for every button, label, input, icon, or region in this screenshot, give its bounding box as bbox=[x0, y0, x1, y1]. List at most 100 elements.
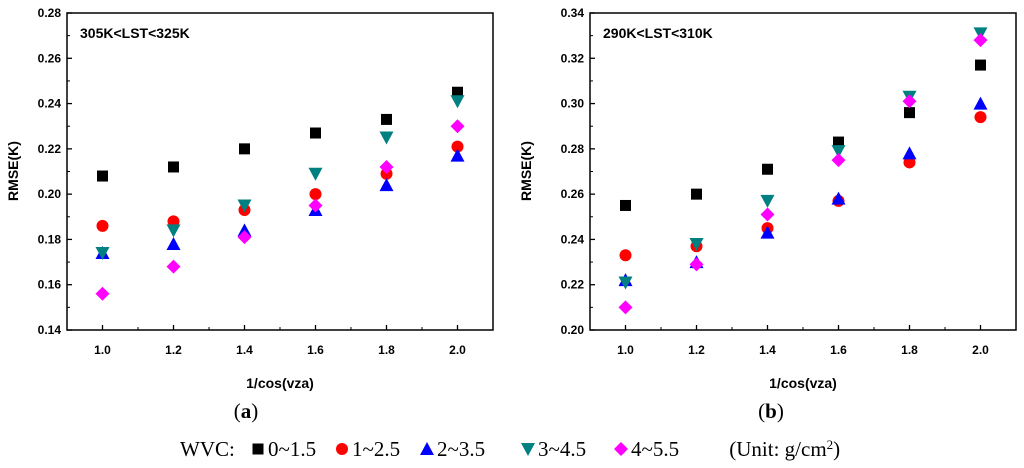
data-point-a bbox=[452, 86, 463, 98]
y-tick-label-a: 0.26 bbox=[38, 51, 62, 65]
legend-marker-circle bbox=[336, 443, 348, 455]
data-point-a bbox=[451, 140, 464, 153]
data-point-b bbox=[973, 96, 988, 110]
data-point-b bbox=[760, 207, 775, 222]
data-point-b bbox=[691, 188, 702, 200]
x-tick-label-b: 1.2 bbox=[688, 343, 705, 357]
x-tick-label-b: 2.0 bbox=[972, 343, 989, 357]
y-tick-label-a: 0.24 bbox=[38, 97, 62, 111]
data-point-a bbox=[309, 188, 322, 201]
y-tick-label-b: 0.32 bbox=[561, 51, 585, 65]
data-point-b bbox=[902, 94, 917, 109]
caption-b: (b) bbox=[758, 399, 784, 423]
data-point-b bbox=[831, 191, 846, 205]
data-point-b bbox=[618, 300, 633, 315]
x-axis-title-a: 1/cos(vza) bbox=[246, 375, 314, 391]
chart-panel-b: 290K<LST<310K 1/cos(vza) RMSE(K) (b) 0.2… bbox=[518, 6, 1017, 423]
data-point-a bbox=[95, 247, 110, 261]
caption-a: (a) bbox=[234, 399, 259, 423]
data-point-b bbox=[620, 199, 631, 211]
data-point-b bbox=[975, 59, 986, 71]
data-point-a bbox=[166, 224, 181, 238]
panel-title-a: 305K<LST<325K bbox=[80, 25, 190, 41]
data-point-b bbox=[903, 156, 916, 169]
data-point-b bbox=[760, 194, 775, 208]
x-tick-label-a: 1.2 bbox=[165, 343, 182, 357]
legend-marker-triangle-up bbox=[420, 442, 434, 455]
data-point-a bbox=[168, 161, 179, 173]
legend-marker-triangle-down bbox=[521, 443, 535, 456]
plot-frame-b bbox=[589, 12, 1017, 331]
legend-label: 0~1.5 bbox=[268, 437, 316, 461]
legend-label: 2~3.5 bbox=[437, 437, 485, 461]
y-tick-label-a: 0.20 bbox=[38, 187, 62, 201]
x-tick-label-b: 1.4 bbox=[759, 343, 776, 357]
y-tick-label-b: 0.20 bbox=[561, 323, 585, 337]
legend-marker-diamond bbox=[614, 442, 628, 456]
x-tick-label-b: 1.8 bbox=[901, 343, 918, 357]
data-point-a bbox=[379, 131, 394, 145]
legend: WVC: 0~1.5 1~2.5 2~3.5 3~4.5 4~5.5 (Unit: g/… bbox=[180, 437, 840, 462]
data-point-a bbox=[237, 223, 252, 237]
data-point-a bbox=[381, 113, 392, 125]
data-point-a bbox=[96, 219, 109, 232]
y-tick-label-a: 0.22 bbox=[38, 142, 62, 156]
data-point-b bbox=[760, 225, 775, 239]
panel-title-b: 290K<LST<310K bbox=[603, 25, 713, 41]
data-point-a bbox=[379, 178, 394, 192]
data-point-a bbox=[450, 95, 465, 109]
data-point-a bbox=[450, 148, 465, 162]
data-point-b bbox=[904, 107, 915, 119]
y-tick-label-b: 0.22 bbox=[561, 278, 585, 292]
legend-label: 3~4.5 bbox=[538, 437, 586, 461]
x-tick-label-a: 1.4 bbox=[236, 343, 253, 357]
legend-items: 0~1.5 1~2.5 2~3.5 3~4.5 4~5.5 bbox=[252, 437, 679, 461]
x-tick-label-a: 2.0 bbox=[449, 343, 466, 357]
data-point-b bbox=[619, 249, 632, 262]
y-axis-title-a: RMSE(K) bbox=[5, 141, 21, 201]
data-point-b bbox=[973, 33, 988, 48]
data-point-a bbox=[310, 127, 321, 139]
data-point-a bbox=[450, 119, 465, 134]
y-tick-label-b: 0.34 bbox=[561, 6, 585, 20]
legend-prefix: WVC: bbox=[180, 437, 240, 461]
y-tick-label-a: 0.28 bbox=[38, 6, 62, 20]
y-tick-label-b: 0.24 bbox=[561, 232, 585, 246]
legend-label: 4~5.5 bbox=[631, 437, 679, 461]
data-point-b bbox=[762, 163, 773, 175]
data-point-b bbox=[831, 153, 846, 168]
data-point-a bbox=[237, 230, 252, 245]
data-point-b bbox=[689, 237, 704, 251]
chart-panel-a: 305K<LST<325K 1/cos(vza) RMSE(K) (a) 0.1… bbox=[5, 6, 494, 423]
x-tick-label-a: 1.6 bbox=[307, 343, 324, 357]
data-point-a bbox=[97, 170, 108, 182]
x-tick-label-b: 1.0 bbox=[617, 343, 634, 357]
data-point-a bbox=[166, 259, 181, 274]
y-tick-label-b: 0.26 bbox=[561, 187, 585, 201]
y-tick-label-b: 0.30 bbox=[561, 97, 585, 111]
data-point-b bbox=[833, 136, 844, 148]
data-point-a bbox=[237, 199, 252, 213]
legend-label: 1~2.5 bbox=[352, 437, 400, 461]
data-point-b bbox=[689, 257, 704, 272]
y-tick-label-b: 0.28 bbox=[561, 142, 585, 156]
data-point-a bbox=[308, 198, 323, 213]
data-point-b bbox=[902, 146, 917, 160]
data-point-a bbox=[308, 167, 323, 181]
data-point-b bbox=[618, 276, 633, 290]
data-point-a bbox=[166, 236, 181, 250]
data-point-a bbox=[95, 286, 110, 301]
y-tick-label-a: 0.18 bbox=[38, 232, 62, 246]
data-point-a bbox=[167, 215, 180, 228]
x-tick-label-b: 1.6 bbox=[830, 343, 847, 357]
x-axis-title-b: 1/cos(vza) bbox=[769, 375, 837, 391]
data-point-a bbox=[379, 159, 394, 174]
x-tick-label-a: 1.8 bbox=[378, 343, 395, 357]
data-point-b bbox=[974, 111, 987, 124]
legend-unit: (Unit: g/cm2) bbox=[724, 437, 840, 462]
data-point-b bbox=[831, 145, 846, 159]
x-tick-label-a: 1.0 bbox=[94, 343, 111, 357]
y-tick-label-a: 0.16 bbox=[38, 278, 62, 292]
data-point-a bbox=[239, 143, 250, 155]
